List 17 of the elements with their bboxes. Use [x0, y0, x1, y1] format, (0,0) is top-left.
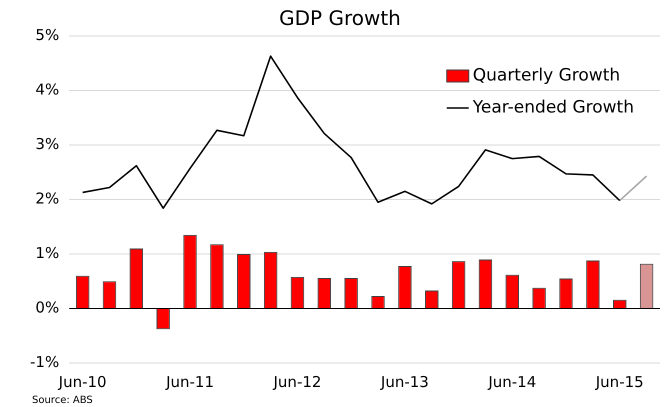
y-tick-label: 1% [35, 244, 60, 262]
y-tick-label: -1% [30, 352, 60, 371]
y-tick-label: 2% [35, 189, 60, 208]
x-tick-label: Jun-11 [165, 372, 214, 391]
y-tick-label: 4% [35, 80, 60, 98]
y-tick-label: 5% [35, 26, 60, 44]
legend-label: Quarterly Growth [472, 65, 620, 86]
chart-title: GDP Growth [279, 6, 401, 30]
x-tick-label: Jun-10 [58, 372, 107, 391]
x-tick-label: Jun-15 [594, 372, 644, 391]
y-tick-label: 3% [35, 134, 60, 153]
source-note: Source: ABS [32, 395, 93, 407]
x-tick-label: Jun-14 [487, 372, 536, 391]
y-tick-label: 0% [35, 298, 60, 316]
legend-label: Year-ended Growth [472, 97, 634, 118]
x-tick-label: Jun-13 [380, 372, 429, 391]
x-tick-label: Jun-12 [272, 372, 322, 391]
